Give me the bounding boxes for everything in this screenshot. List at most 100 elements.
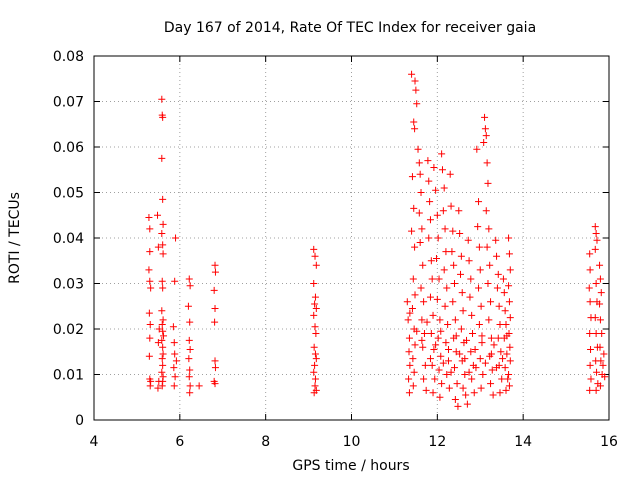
data-point	[312, 261, 320, 269]
data-point	[444, 320, 452, 328]
data-point	[158, 368, 166, 376]
data-point	[496, 320, 504, 328]
data-point	[441, 225, 449, 233]
data-point	[211, 305, 219, 313]
data-point	[159, 195, 167, 203]
data-point	[418, 225, 426, 233]
grid-lines	[94, 56, 609, 420]
data-point	[465, 368, 473, 376]
data-point	[479, 371, 487, 378]
data-point	[440, 266, 448, 274]
y-tick-label: 0.02	[53, 322, 84, 338]
data-point	[468, 311, 476, 319]
data-point	[449, 227, 457, 235]
data-point	[409, 382, 417, 390]
data-point	[403, 298, 411, 306]
data-point	[466, 293, 474, 301]
data-point	[146, 334, 154, 342]
data-point	[171, 350, 179, 358]
data-point	[597, 357, 605, 365]
data-point	[420, 375, 428, 383]
data-point	[498, 375, 506, 383]
data-point	[405, 389, 413, 397]
data-point	[475, 243, 483, 251]
data-point	[310, 280, 318, 287]
data-point	[599, 361, 607, 369]
data-point	[433, 211, 441, 219]
data-point	[501, 307, 509, 315]
data-point	[596, 275, 604, 283]
data-point	[442, 248, 450, 256]
data-point	[462, 391, 470, 399]
data-point	[481, 125, 489, 133]
data-point	[146, 320, 154, 328]
data-point	[477, 302, 485, 310]
data-point	[423, 318, 431, 326]
data-point	[170, 382, 178, 390]
data-point	[186, 318, 194, 326]
data-point	[471, 345, 479, 353]
data-point	[427, 330, 435, 338]
data-point	[186, 366, 194, 374]
data-point	[159, 220, 167, 228]
x-tick-label: 14	[514, 434, 532, 450]
data-point	[195, 382, 203, 390]
data-point	[455, 207, 463, 215]
data-point	[171, 373, 179, 381]
data-point	[425, 234, 433, 242]
data-point	[310, 311, 318, 319]
data-point	[444, 345, 452, 353]
data-point	[311, 361, 319, 369]
data-point	[487, 298, 495, 306]
data-point	[145, 266, 153, 274]
data-point	[146, 248, 154, 256]
data-point	[311, 323, 319, 331]
data-point	[159, 350, 167, 358]
data-point	[411, 291, 419, 299]
data-point	[154, 384, 162, 392]
data-point	[469, 330, 477, 338]
data-point	[487, 350, 495, 358]
data-point	[506, 314, 514, 322]
data-point	[468, 375, 476, 383]
data-point	[406, 361, 414, 369]
data-point	[411, 341, 419, 349]
data-point	[461, 371, 469, 378]
data-point	[430, 163, 438, 171]
data-point	[412, 86, 420, 94]
data-point	[475, 284, 483, 292]
data-point	[310, 368, 318, 376]
data-point	[421, 361, 429, 369]
data-point	[441, 302, 449, 310]
data-point	[431, 375, 439, 383]
data-point	[159, 361, 167, 369]
data-point	[186, 282, 194, 290]
data-point	[596, 261, 604, 269]
data-point	[475, 320, 483, 328]
data-point	[211, 318, 219, 326]
data-point	[211, 357, 219, 365]
data-point	[443, 371, 451, 378]
data-point	[506, 357, 514, 365]
data-point	[456, 229, 464, 237]
data-point	[480, 138, 488, 146]
data-point	[410, 368, 418, 376]
data-point	[448, 248, 456, 256]
data-point	[586, 361, 594, 369]
data-point	[506, 343, 514, 351]
data-point	[159, 343, 167, 351]
data-point	[311, 350, 319, 358]
data-point	[587, 345, 595, 353]
x-tick-label: 4	[90, 434, 99, 450]
data-point	[505, 234, 513, 242]
data-point	[158, 355, 166, 363]
data-point	[586, 386, 594, 394]
data-point	[505, 371, 513, 378]
data-point	[485, 316, 493, 324]
data-point	[592, 229, 600, 237]
data-point	[186, 389, 194, 397]
data-point	[185, 275, 193, 283]
data-point	[493, 252, 501, 260]
data-point	[311, 375, 319, 383]
data-point	[492, 236, 500, 244]
